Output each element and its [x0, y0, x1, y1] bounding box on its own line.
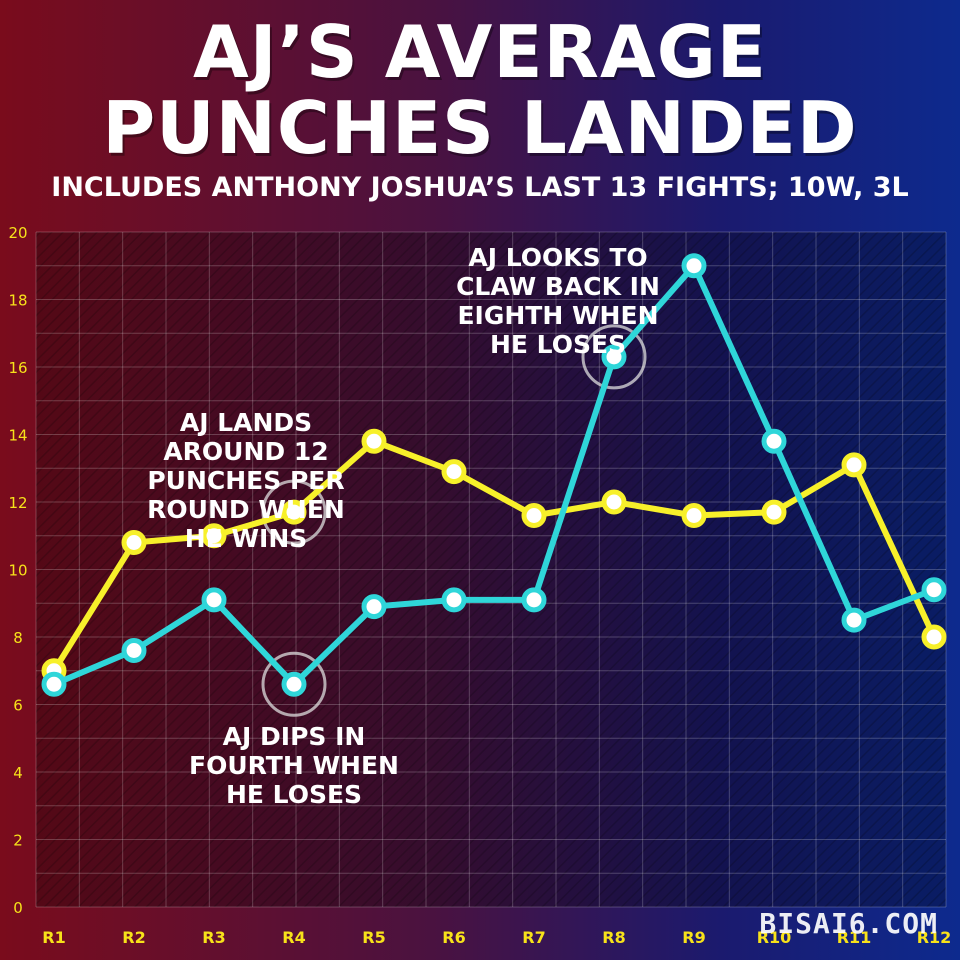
data-point-wins — [201, 523, 227, 549]
x-tick-label: R4 — [282, 928, 305, 947]
highlight-ring — [261, 479, 327, 545]
data-point-wins — [441, 459, 467, 485]
y-tick-label: 18 — [8, 292, 27, 310]
chart-title-line-2: PUNCHES LANDED — [102, 86, 858, 170]
highlight-rings — [261, 324, 647, 717]
y-tick-label: 2 — [13, 832, 23, 850]
data-point-losses — [681, 253, 707, 279]
annotation-text: CLAW BACK IN — [456, 272, 660, 301]
watermark: BISAI6.COM — [759, 907, 938, 940]
annotation-text: AJ LOOKS TO — [468, 243, 647, 272]
annotation-text: ROUND WHEN — [147, 495, 345, 524]
annotation-text: HE LOSES — [226, 780, 362, 809]
data-point-losses — [601, 344, 627, 370]
x-tick-label: R2 — [122, 928, 145, 947]
data-point-wins — [681, 503, 707, 528]
annotation-text: AROUND 12 — [163, 437, 328, 466]
highlight-ring — [261, 651, 327, 717]
x-tick-label: R7 — [522, 928, 545, 947]
data-point-losses — [281, 671, 307, 697]
annotation-text: AJ LANDS — [180, 408, 312, 437]
data-point-wins — [521, 503, 547, 528]
data-point-losses — [441, 587, 467, 613]
x-tick-label: R8 — [602, 928, 625, 947]
y-tick-label: 0 — [13, 899, 23, 917]
data-point-wins — [841, 452, 867, 478]
annotation-text: EIGHTH WHEN — [457, 301, 658, 330]
x-tick-label: R12 — [917, 928, 952, 947]
data-point-wins — [281, 499, 307, 525]
y-tick-label: 10 — [8, 562, 27, 580]
y-tick-label: 6 — [13, 697, 23, 715]
data-point-wins — [601, 489, 627, 515]
x-tick-label: R9 — [682, 928, 705, 947]
data-point-losses — [41, 671, 67, 697]
x-tick-label: R5 — [362, 928, 385, 947]
x-tick-label: R1 — [42, 928, 65, 947]
plot-hatching — [36, 232, 946, 907]
series-line-losses — [52, 262, 936, 688]
y-tick-label: 20 — [8, 224, 27, 242]
y-axis: 0 2 4 6 8 10 12 14 16 18 20 — [8, 224, 27, 917]
x-tick-label: R6 — [442, 928, 465, 947]
annotation-text: PUNCHES PER — [147, 466, 344, 495]
data-point-wins — [921, 624, 947, 650]
annotation-text: HE LOSES — [490, 330, 626, 359]
data-point-wins — [361, 428, 387, 454]
x-tick-label: R10 — [757, 928, 792, 947]
annotation-text: HE WINS — [185, 524, 308, 553]
data-point-losses — [361, 594, 387, 620]
x-tick-label: R3 — [202, 928, 225, 947]
y-tick-label: 16 — [8, 359, 27, 377]
chart-title-line-1: AJ’S AVERAGE — [193, 10, 767, 94]
annotation-text: FOURTH WHEN — [189, 751, 399, 780]
grid-lines — [35, 231, 947, 908]
data-point-losses — [121, 638, 147, 663]
data-point-wins — [761, 499, 787, 525]
data-point-losses — [521, 587, 547, 613]
data-point-losses — [841, 607, 867, 633]
y-tick-label: 12 — [8, 494, 27, 512]
series-line-wins — [51, 438, 937, 673]
data-point-losses — [201, 587, 227, 613]
y-tick-label: 14 — [8, 427, 27, 445]
annotation-text: AJ DIPS IN — [223, 722, 366, 751]
x-tick-label: R11 — [837, 928, 872, 947]
x-axis: R1 R2 R3 R4 R5 R6 R7 R8 R9 R10 R11 R12 — [42, 928, 951, 947]
plot-area — [36, 232, 946, 907]
highlight-ring — [581, 324, 647, 390]
data-series — [41, 253, 947, 697]
chart-subtitle: INCLUDES ANTHONY JOSHUA’S LAST 13 FIGHTS… — [51, 172, 909, 203]
y-tick-label: 8 — [13, 629, 23, 647]
data-point-losses — [761, 428, 787, 454]
data-point-wins — [121, 530, 147, 555]
y-tick-label: 4 — [13, 764, 23, 782]
data-point-losses — [921, 577, 947, 603]
